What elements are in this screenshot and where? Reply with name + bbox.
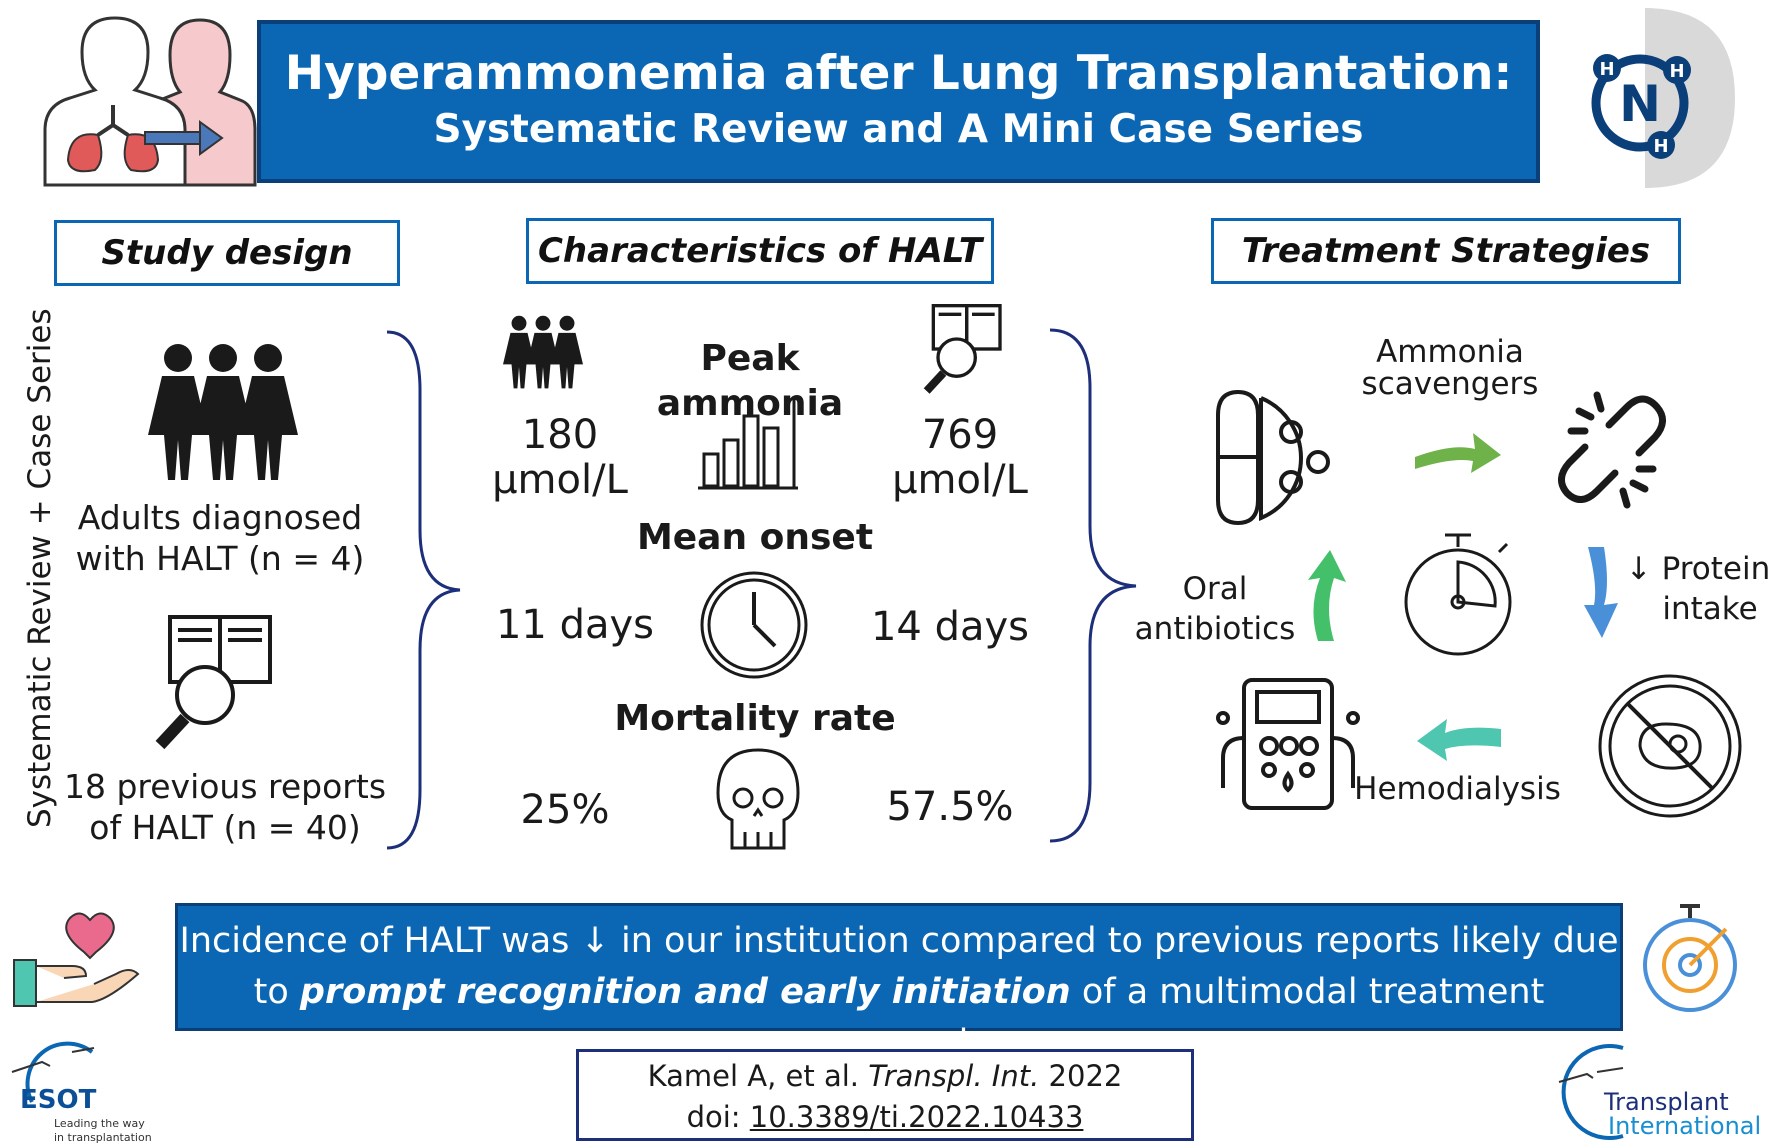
- blue-arrow-down-icon: [1584, 547, 1618, 638]
- left-brace: [386, 330, 461, 850]
- mortality-right: 57.5%: [886, 784, 1014, 830]
- citation-box: Kamel A, et al. Transpl. Int. 2022 doi: …: [576, 1049, 1194, 1141]
- characteristics-heading: Characteristics of HALT: [526, 218, 994, 284]
- treatment-heading: Treatment Strategies: [1211, 218, 1681, 284]
- broken-link-icon: [1558, 391, 1666, 509]
- report-magnifier-icon: [155, 615, 272, 750]
- scavengers-label-2: scavengers: [1361, 366, 1539, 402]
- onset-right: 14 days: [870, 604, 1030, 650]
- bar-chart-icon: [698, 396, 798, 490]
- green-arrow-right-icon: [1415, 433, 1501, 473]
- citation-line-1: Kamel A, et al. Transpl. Int. 2022: [579, 1056, 1191, 1097]
- doi-label: doi:: [686, 1100, 750, 1134]
- women-group-small-icon: [503, 315, 583, 389]
- hydrogen-label-3: H: [1653, 136, 1668, 157]
- green-arrow-up-icon: [1308, 550, 1346, 641]
- conclusion-pre: to: [253, 972, 300, 1012]
- title-line-2: Systematic Review and A Mini Case Series: [433, 107, 1364, 152]
- title-banner: Hyperammonemia after Lung Transplantatio…: [257, 20, 1540, 183]
- citation-year: 2022: [1039, 1059, 1123, 1093]
- clock-icon: [700, 571, 808, 679]
- target-stopwatch-icon: [1643, 904, 1737, 1012]
- citation-journal: Transpl. Int.: [868, 1059, 1040, 1093]
- conclusion-emphasis: prompt recognition and early initiation: [299, 972, 1071, 1012]
- esot-tagline-1: Leading the way: [54, 1117, 145, 1130]
- mortality-label: Mortality rate: [614, 698, 896, 739]
- ti-line-2: International: [1608, 1112, 1762, 1140]
- skull-icon: [716, 748, 800, 850]
- teal-arrow-left-icon: [1417, 719, 1501, 761]
- doi-link[interactable]: 10.3389/ti.2022.10433: [749, 1100, 1084, 1134]
- protein-label-2: intake: [1662, 591, 1758, 627]
- esot-logo-icon: [11, 1041, 95, 1103]
- study-design-heading: Study design: [54, 220, 400, 286]
- conclusion-banner: Incidence of HALT was ↓ in our instituti…: [175, 903, 1623, 1063]
- antibiotics-label-2: antibiotics: [1134, 611, 1296, 647]
- vertical-label: Systematic Review + Case Series: [22, 308, 58, 828]
- peak-right-value: 769: [921, 412, 999, 458]
- conclusion-line-2: to prompt recognition and early initiati…: [178, 967, 1620, 1069]
- women-group-icon: [148, 344, 298, 480]
- hydrogen-label-1: H: [1599, 59, 1614, 80]
- antibiotics-label-1: Oral: [1182, 571, 1248, 607]
- ammonia-molecule-icon: N H H H: [1591, 8, 1735, 188]
- hydrogen-label-2: H: [1669, 61, 1684, 82]
- lung-transplant-icon: [43, 16, 257, 187]
- citation-authors: Kamel A, et al.: [647, 1059, 869, 1093]
- conclusion-post: of a multimodal treatment approach: [817, 972, 1545, 1063]
- hemodialysis-machine-icon: [1216, 678, 1360, 810]
- ti-line-1: Transplant: [1604, 1088, 1729, 1116]
- transplant-international-logo-icon: [1558, 1044, 1624, 1140]
- right-brace: [1049, 328, 1137, 843]
- onset-left: 11 days: [495, 602, 655, 648]
- pill-bacteria-icon: [1216, 389, 1330, 526]
- peak-right-unit: μmol/L: [892, 457, 1028, 503]
- conclusion-line-1: Incidence of HALT was ↓ in our instituti…: [179, 921, 1619, 961]
- title-line-1: Hyperammonemia after Lung Transplantatio…: [284, 46, 1513, 101]
- protein-label-1: ↓ Protein: [1625, 551, 1771, 587]
- reports-text: 18 previous reports of HALT (n = 40): [63, 767, 387, 848]
- nitrogen-label: N: [1619, 75, 1661, 133]
- scavengers-label-1: Ammonia: [1376, 334, 1524, 370]
- mean-onset-label: Mean onset: [636, 517, 874, 558]
- mortality-left: 25%: [520, 787, 610, 833]
- peak-left-unit: μmol/L: [492, 457, 628, 503]
- esot-name: ESOT: [20, 1085, 97, 1115]
- stopwatch-icon: [1404, 533, 1512, 656]
- adults-text: Adults diagnosed with HALT (n = 4): [75, 498, 365, 579]
- report-magnifier-small-icon: [923, 304, 1002, 394]
- peak-left-value: 180: [521, 412, 599, 458]
- hemodialysis-label: Hemodialysis: [1354, 771, 1561, 807]
- no-meat-icon: [1598, 674, 1742, 818]
- citation-line-2: doi: 10.3389/ti.2022.10433: [579, 1097, 1191, 1138]
- esot-tagline-2: in transplantation: [54, 1131, 152, 1144]
- heart-hand-icon: [13, 912, 140, 1007]
